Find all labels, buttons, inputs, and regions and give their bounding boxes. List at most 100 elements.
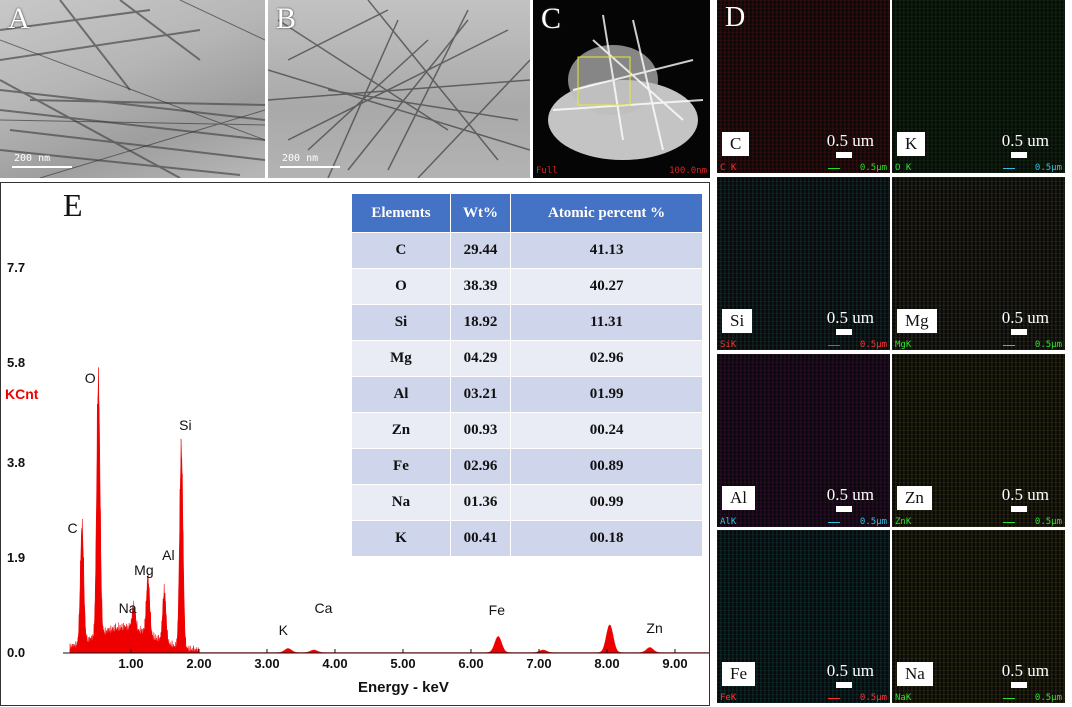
atomic-cell: 11.31 xyxy=(511,305,702,340)
nanofiber-texture-a xyxy=(0,0,265,178)
atomic-cell: 41.13 xyxy=(511,233,702,268)
peak-label: K xyxy=(278,622,288,638)
map-mini-scale-label: 0.5µm xyxy=(1034,163,1062,173)
map-signal-label: C K xyxy=(720,163,737,173)
element-cell: Na xyxy=(352,485,450,520)
element-map-mg: Mg 0.5 um MgK 0.5µm xyxy=(892,177,1065,350)
table-header-row: Elements Wt% Atomic percent % xyxy=(352,194,702,232)
map-scale-bar xyxy=(1011,682,1027,688)
peak-label: Fe xyxy=(488,602,505,618)
peak-label: Ca xyxy=(314,599,333,616)
wt-cell: 01.36 xyxy=(450,485,511,520)
map-mini-scale-label: 0.5µm xyxy=(1034,340,1062,350)
map-signal-label: SiK xyxy=(720,340,737,350)
atomic-cell: 40.27 xyxy=(511,269,702,304)
table-row: K 00.41 00.18 xyxy=(352,521,702,556)
atomic-cell: 00.99 xyxy=(511,485,702,520)
x-tick-label: 2.00 xyxy=(186,656,212,671)
x-tick-label: 7.00 xyxy=(526,656,552,671)
element-cell: O xyxy=(352,269,450,304)
wt-cell: 18.92 xyxy=(450,305,511,340)
map-element-label: Na xyxy=(897,662,933,686)
y-axis-label: KCnt xyxy=(5,386,39,402)
wt-cell: 03.21 xyxy=(450,377,511,412)
x-tick-label: 5.00 xyxy=(390,656,416,671)
header-wt: Wt% xyxy=(450,194,511,232)
panel-letter-c: C xyxy=(541,2,562,35)
map-scale-label: 0.5 um xyxy=(826,308,874,327)
wt-cell: 00.93 xyxy=(450,413,511,448)
y-tick-label: 1.9 xyxy=(7,550,26,565)
map-signal-label: MgK xyxy=(895,340,912,350)
map-mini-scale-bar xyxy=(828,168,840,169)
panel-letter-e: E xyxy=(63,187,83,223)
x-tick-label: 1.00 xyxy=(118,656,144,671)
map-mini-scale-bar xyxy=(1003,168,1015,169)
peak-label: Al xyxy=(162,547,175,563)
y-tick-label: 5.8 xyxy=(7,355,26,370)
map-scale-label: 0.5 um xyxy=(1001,131,1049,150)
map-element-label: Fe xyxy=(722,662,755,686)
map-mini-scale-label: 0.5µm xyxy=(1034,693,1062,703)
nanofiber-texture-b xyxy=(268,0,530,178)
panel-letter-a: A xyxy=(8,2,30,35)
peak-label: C xyxy=(67,519,78,536)
tem-image-a: A 200 nm xyxy=(0,0,265,178)
map-mini-scale-label: 0.5µm xyxy=(859,163,887,173)
map-mini-scale-bar xyxy=(828,698,840,699)
table-row: Zn 00.93 00.24 xyxy=(352,413,702,448)
map-scale-bar xyxy=(836,682,852,688)
atomic-cell: 01.99 xyxy=(511,377,702,412)
table-row: Mg 04.29 02.96 xyxy=(352,341,702,376)
table-row: O 38.39 40.27 xyxy=(352,269,702,304)
map-mini-scale-bar xyxy=(1003,345,1015,346)
y-tick-label: 7.7 xyxy=(7,260,26,275)
map-mini-scale-label: 0.5µm xyxy=(1034,517,1062,527)
map-element-label: Mg xyxy=(897,309,937,333)
element-map-na: Na 0.5 um NaK 0.5µm xyxy=(892,530,1065,703)
map-scale-bar xyxy=(836,152,852,158)
table-row: Fe 02.96 00.89 xyxy=(352,449,702,484)
element-cell: C xyxy=(352,233,450,268)
selection-box xyxy=(577,56,631,106)
haadf-image-c: C Full 100.0nm xyxy=(533,0,710,178)
peak-label: Mg xyxy=(134,562,154,578)
element-map-c: D C 0.5 um C K 0.5µm xyxy=(717,0,890,173)
wt-cell: 04.29 xyxy=(450,341,511,376)
map-scale-label: 0.5 um xyxy=(1001,661,1049,680)
scale-label-b: 200 nm xyxy=(282,153,319,164)
map-signal-label: NaK xyxy=(895,693,912,703)
wt-cell: 38.39 xyxy=(450,269,511,304)
element-cell: Zn xyxy=(352,413,450,448)
x-tick-label: 9.00 xyxy=(662,656,688,671)
map-signal-label: AlK xyxy=(720,517,737,527)
wt-cell: 02.96 xyxy=(450,449,511,484)
scale-bar-a xyxy=(12,166,72,168)
peak-label: O xyxy=(84,369,96,386)
element-map-k: K 0.5 um O K 0.5µm xyxy=(892,0,1065,173)
map-mini-scale-bar xyxy=(828,522,840,523)
composition-table: Elements Wt% Atomic percent % C 29.44 41.1… xyxy=(351,193,703,557)
map-element-label: Si xyxy=(722,309,753,333)
peak-label: Zn xyxy=(646,619,663,636)
peak-label: Si xyxy=(179,417,192,433)
wt-cell: 29.44 xyxy=(450,233,511,268)
wt-cell: 00.41 xyxy=(450,521,511,556)
table-row: C 29.44 41.13 xyxy=(352,233,702,268)
map-scale-bar xyxy=(1011,329,1027,335)
map-scale-bar xyxy=(836,329,852,335)
atomic-cell: 00.89 xyxy=(511,449,702,484)
panel-letter-b: B xyxy=(276,2,297,35)
spectrum-plot xyxy=(63,367,709,654)
map-mini-scale-label: 0.5µm xyxy=(859,340,887,350)
element-cell: Fe xyxy=(352,449,450,484)
haadf-texture-c xyxy=(548,14,704,160)
map-scale-bar xyxy=(1011,506,1027,512)
map-scale-label: 0.5 um xyxy=(826,485,874,504)
table-row: Si 18.92 11.31 xyxy=(352,305,702,340)
tem-image-b: B 200 nm xyxy=(268,0,530,178)
scale-bar-b xyxy=(280,166,340,168)
map-element-label: Zn xyxy=(897,486,932,510)
map-mini-scale-label: 0.5µm xyxy=(859,693,887,703)
y-tick-label: 3.8 xyxy=(7,455,26,470)
